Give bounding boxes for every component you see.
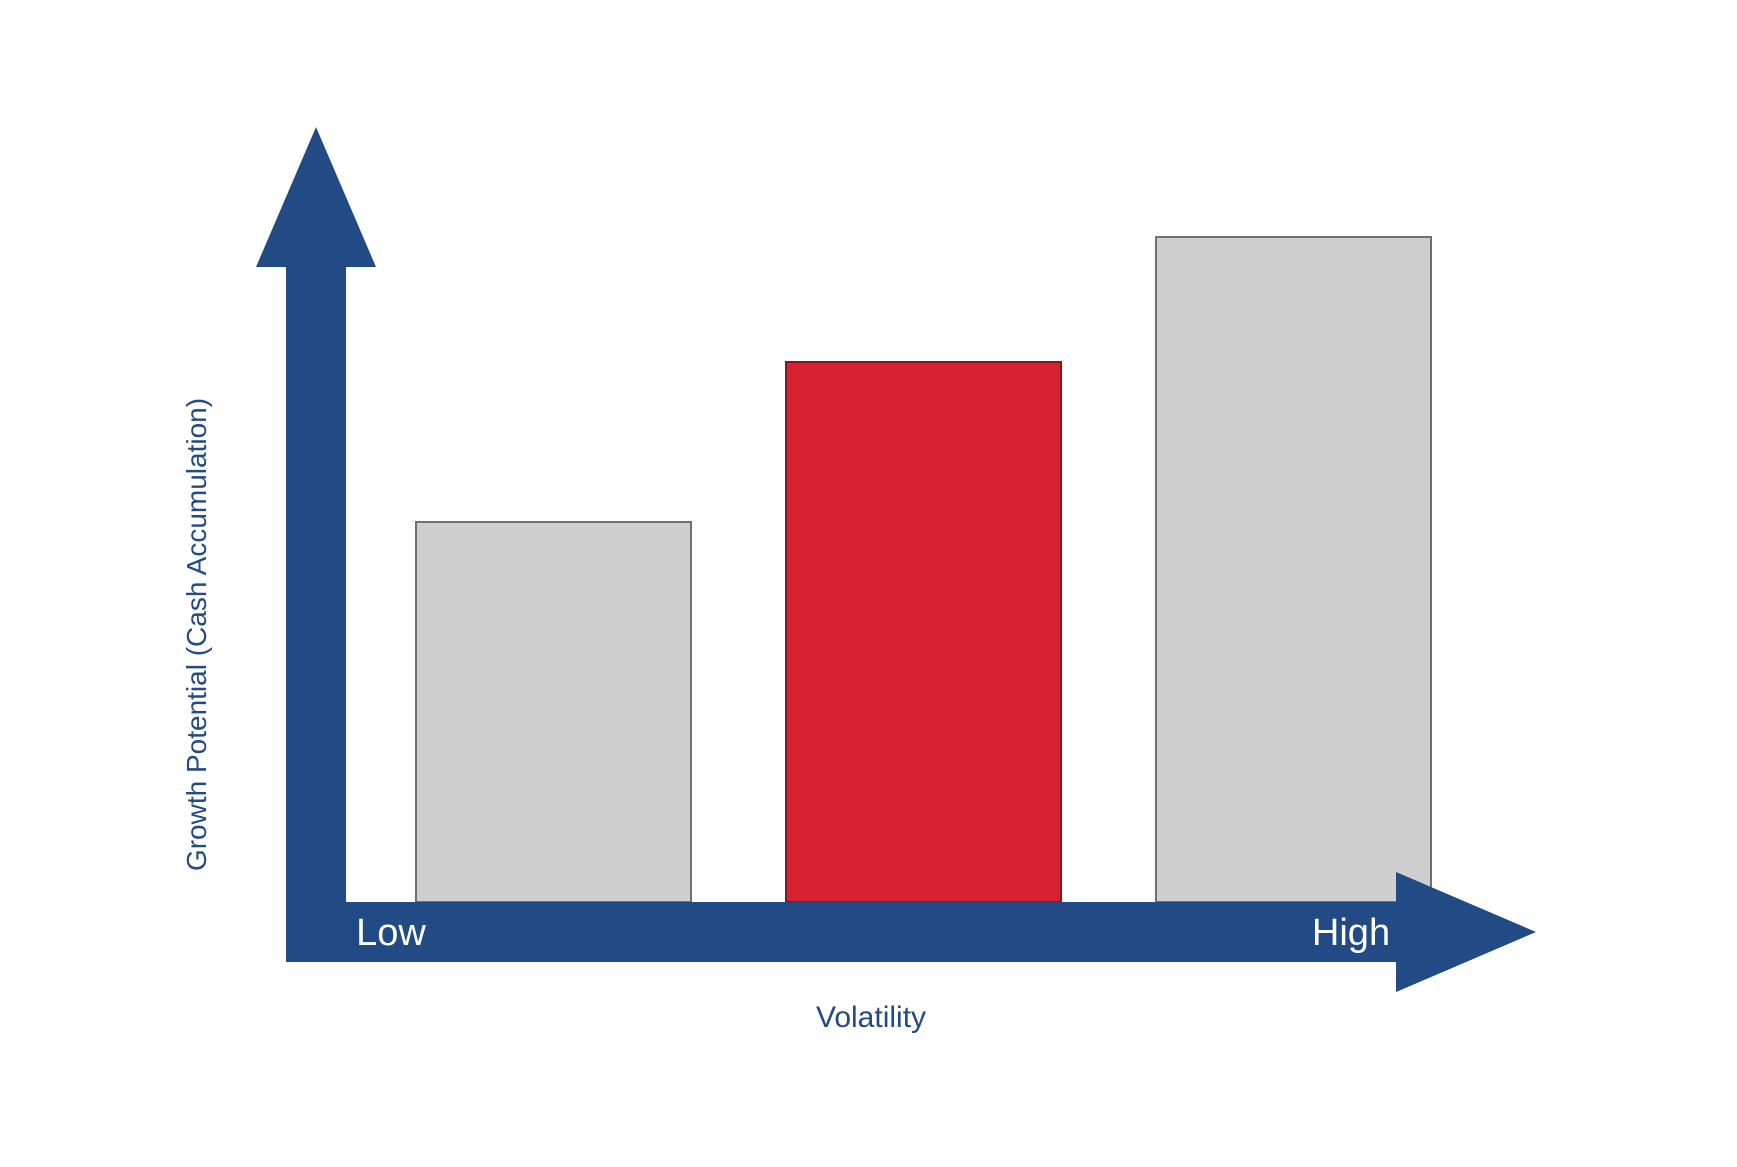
- x-axis-high-label: High: [1311, 912, 1389, 954]
- x-axis-low-label: Low: [356, 912, 426, 954]
- bar-0: [416, 522, 691, 902]
- volatility-growth-chart: Low High Volatility Growth Potential (Cash …: [186, 117, 1552, 1051]
- x-axis-title: Volatility: [815, 1001, 925, 1034]
- bar-1: [786, 362, 1061, 902]
- y-axis-title: Growth Potential (Cash Accumulation): [186, 397, 212, 870]
- bar-2: [1156, 237, 1431, 902]
- chart-container: Low High Volatility Growth Potential (Cash …: [186, 117, 1552, 1051]
- x-axis-shaft: [286, 902, 1416, 962]
- y-axis-shaft: [286, 257, 346, 932]
